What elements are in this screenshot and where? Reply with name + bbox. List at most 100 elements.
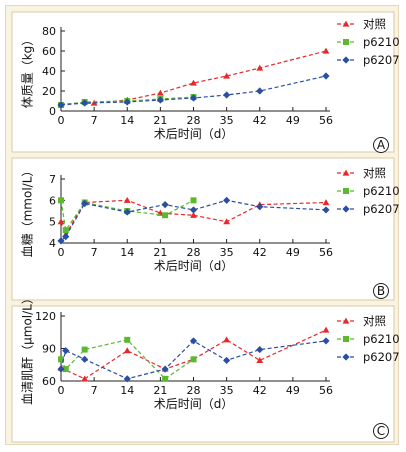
x-tick-label: 28 — [187, 246, 201, 259]
data-point — [57, 365, 65, 373]
data-point — [123, 375, 131, 383]
legend-entry: 对照 — [337, 314, 386, 328]
panel-a: 0 20 40 60 80 0 7 14 21 28 35 42 49 56 术后时间（d） 体质量（kg） 对… — [11, 11, 400, 153]
x-tick-label: 28 — [187, 384, 201, 397]
y-tick-label: 5 — [49, 216, 56, 229]
y-axis-title: 体质量（kg） — [21, 34, 35, 109]
data-point — [62, 227, 69, 234]
x-tick-label: 21 — [153, 114, 167, 127]
data-point — [223, 91, 231, 99]
data-point — [256, 357, 264, 364]
x-tick-label: 35 — [220, 114, 234, 127]
data-point — [223, 336, 231, 343]
data-point — [256, 64, 264, 71]
x-tick-label: 7 — [91, 114, 98, 127]
y-tick-label: 4 — [49, 237, 56, 250]
legend-entry: 对照 — [337, 17, 386, 31]
data-point — [322, 337, 330, 345]
y-axis-title: 血糖（mmol/L） — [20, 165, 35, 258]
data-point — [123, 208, 131, 216]
data-point — [62, 366, 69, 373]
legend-entry: p6210 — [337, 184, 400, 198]
data-point — [58, 356, 64, 363]
data-point — [256, 87, 264, 95]
data-point — [256, 203, 264, 211]
data-point — [223, 72, 231, 79]
y-tick-label: 60 — [42, 375, 56, 388]
data-point — [190, 79, 197, 86]
legend-marker — [343, 39, 349, 45]
legend-label: 对照 — [363, 166, 386, 180]
data-point — [156, 96, 164, 104]
legend-label: p6207 — [363, 53, 400, 67]
legend-entry: p6207 — [337, 202, 400, 216]
panel-c: 60 90 120 0 7 14 21 28 35 42 49 56 术后时间（d） 血清肌酐（μmol/… — [11, 292, 400, 443]
data-point — [62, 233, 70, 241]
y-tick-label: 6 — [49, 194, 56, 207]
series-line — [60, 50, 327, 105]
y-tick-label: 7 — [49, 173, 56, 186]
y-tick-label: 120 — [35, 310, 56, 323]
data-point — [322, 47, 330, 54]
legend-label: p6210 — [363, 184, 400, 198]
panel-letter-badge — [373, 283, 389, 299]
panel-letter: C — [377, 424, 385, 438]
x-tick-label: 14 — [120, 246, 134, 259]
y-tick-label: 20 — [42, 85, 56, 98]
x-axis-title: 术后时间（d） — [154, 259, 234, 273]
series-p6210 — [58, 336, 197, 382]
x-tick-label: 56 — [319, 114, 333, 127]
x-tick-label: 7 — [91, 246, 98, 259]
legend-entry: p6210 — [337, 35, 400, 49]
series-line — [60, 199, 194, 232]
legend-marker — [343, 336, 349, 342]
panel-letter: A — [377, 138, 386, 152]
data-point — [322, 72, 330, 80]
x-tick-label: 21 — [153, 246, 167, 259]
data-point — [57, 101, 65, 109]
figure: 0 20 40 60 80 0 7 14 21 28 35 42 49 56 术后时间（d） 体质量（kg）对… — [5, 5, 400, 445]
legend-entry: p6207 — [337, 53, 400, 67]
legend-marker — [343, 188, 349, 194]
series-p6207 — [57, 337, 330, 383]
x-tick-label: 56 — [319, 246, 333, 259]
data-point — [57, 218, 65, 225]
x-tick-label: 49 — [286, 384, 300, 397]
legend-marker — [342, 205, 350, 213]
data-point — [123, 347, 131, 354]
data-point — [190, 356, 197, 363]
legend-entry: 对照 — [337, 166, 386, 180]
data-point — [190, 197, 197, 204]
data-point — [322, 199, 330, 206]
series-line — [60, 329, 327, 380]
data-point — [81, 355, 89, 363]
legend-marker — [342, 317, 350, 324]
x-tick-label: 14 — [120, 384, 134, 397]
data-point — [156, 89, 164, 96]
panel-frame — [11, 157, 395, 301]
data-point — [161, 201, 169, 209]
data-point — [81, 375, 89, 382]
x-tick-label: 0 — [58, 384, 65, 397]
y-tick-label: 40 — [42, 65, 56, 78]
panel-frame — [11, 11, 395, 153]
y-tick-label: 0 — [49, 105, 56, 118]
data-point — [223, 356, 231, 365]
x-axis-title: 术后时间（d） — [154, 397, 234, 411]
legend-marker — [342, 169, 350, 176]
data-point — [81, 99, 89, 107]
panel-frame — [11, 305, 395, 443]
series-p6207 — [57, 72, 330, 109]
data-point — [162, 212, 169, 219]
legend-entry: p6210 — [337, 332, 400, 346]
series-line — [60, 199, 327, 236]
x-tick-label: 21 — [153, 384, 167, 397]
data-point — [62, 347, 70, 355]
x-tick-label: 35 — [220, 384, 234, 397]
legend-marker — [342, 353, 350, 361]
panel-letter-badge — [373, 423, 389, 439]
y-tick-label: 90 — [42, 343, 56, 356]
x-tick-label: 0 — [58, 246, 65, 259]
